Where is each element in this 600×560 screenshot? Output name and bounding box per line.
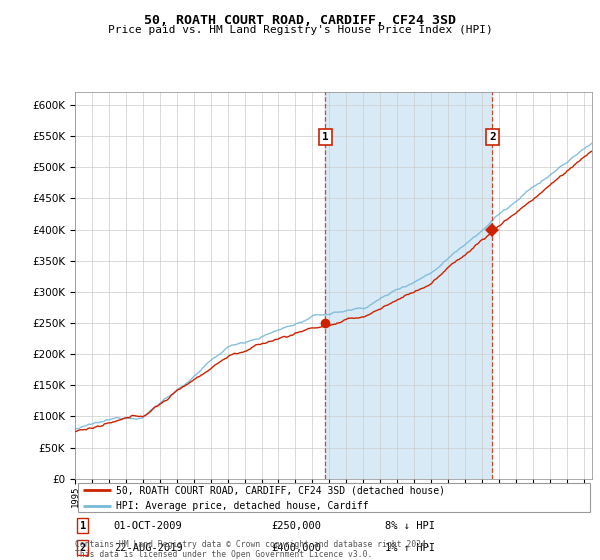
Text: 1: 1: [80, 521, 86, 530]
Text: 50, ROATH COURT ROAD, CARDIFF, CF24 3SD: 50, ROATH COURT ROAD, CARDIFF, CF24 3SD: [144, 14, 456, 27]
Bar: [325, 92, 493, 479]
Text: 2: 2: [80, 543, 86, 553]
Text: 1: 1: [322, 132, 328, 142]
Text: 22-AUG-2019: 22-AUG-2019: [114, 543, 182, 553]
Text: 8% ↓ HPI: 8% ↓ HPI: [385, 521, 436, 530]
Text: HPI: Average price, detached house, Cardiff: HPI: Average price, detached house, Card…: [116, 501, 369, 511]
Text: Price paid vs. HM Land Registry's House Price Index (HPI): Price paid vs. HM Land Registry's House …: [107, 25, 493, 35]
Text: 50, ROATH COURT ROAD, CARDIFF, CF24 3SD (detached house): 50, ROATH COURT ROAD, CARDIFF, CF24 3SD …: [116, 486, 445, 496]
Text: 1% ↑ HPI: 1% ↑ HPI: [385, 543, 436, 553]
Text: 2: 2: [489, 132, 496, 142]
Text: £400,000: £400,000: [272, 543, 322, 553]
FancyBboxPatch shape: [77, 483, 590, 512]
Text: Contains HM Land Registry data © Crown copyright and database right 2024.
This d: Contains HM Land Registry data © Crown c…: [75, 540, 431, 559]
Text: £250,000: £250,000: [272, 521, 322, 530]
Text: 01-OCT-2009: 01-OCT-2009: [114, 521, 182, 530]
